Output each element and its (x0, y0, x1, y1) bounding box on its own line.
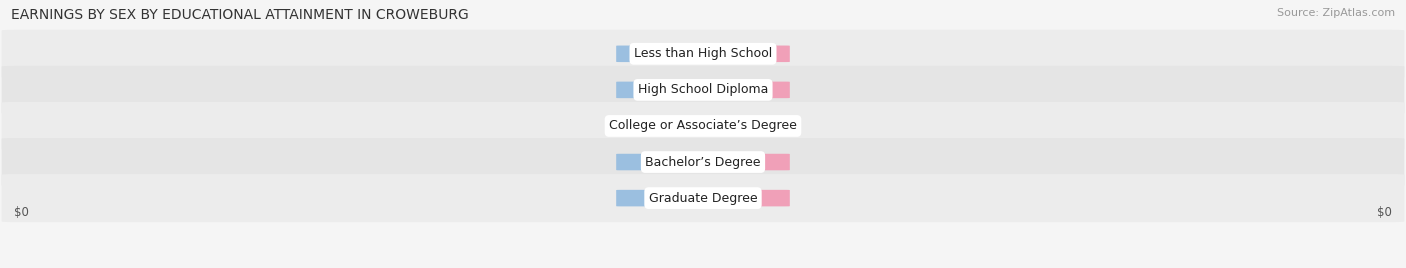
Text: $0: $0 (737, 120, 752, 132)
FancyBboxPatch shape (699, 154, 790, 170)
FancyBboxPatch shape (699, 118, 790, 134)
FancyBboxPatch shape (699, 82, 790, 98)
FancyBboxPatch shape (1, 30, 1405, 78)
Text: EARNINGS BY SEX BY EDUCATIONAL ATTAINMENT IN CROWEBURG: EARNINGS BY SEX BY EDUCATIONAL ATTAINMEN… (11, 8, 470, 22)
FancyBboxPatch shape (616, 190, 707, 206)
Text: $0: $0 (654, 192, 669, 204)
Text: College or Associate’s Degree: College or Associate’s Degree (609, 120, 797, 132)
Text: High School Diploma: High School Diploma (638, 83, 768, 96)
FancyBboxPatch shape (699, 190, 790, 206)
Text: Source: ZipAtlas.com: Source: ZipAtlas.com (1277, 8, 1395, 18)
FancyBboxPatch shape (1, 138, 1405, 186)
Text: $0: $0 (654, 120, 669, 132)
FancyBboxPatch shape (616, 118, 707, 134)
Text: $0: $0 (737, 155, 752, 169)
FancyBboxPatch shape (1, 66, 1405, 114)
Text: $0: $0 (737, 83, 752, 96)
Text: $0: $0 (1376, 206, 1392, 219)
Text: $0: $0 (737, 192, 752, 204)
FancyBboxPatch shape (1, 102, 1405, 150)
FancyBboxPatch shape (1, 174, 1405, 222)
FancyBboxPatch shape (616, 46, 707, 62)
FancyBboxPatch shape (699, 46, 790, 62)
Text: $0: $0 (654, 47, 669, 60)
Text: $0: $0 (654, 83, 669, 96)
Text: $0: $0 (14, 206, 30, 219)
FancyBboxPatch shape (616, 154, 707, 170)
FancyBboxPatch shape (616, 82, 707, 98)
Text: Less than High School: Less than High School (634, 47, 772, 60)
Text: $0: $0 (737, 47, 752, 60)
Text: $0: $0 (654, 155, 669, 169)
Text: Graduate Degree: Graduate Degree (648, 192, 758, 204)
Text: Bachelor’s Degree: Bachelor’s Degree (645, 155, 761, 169)
